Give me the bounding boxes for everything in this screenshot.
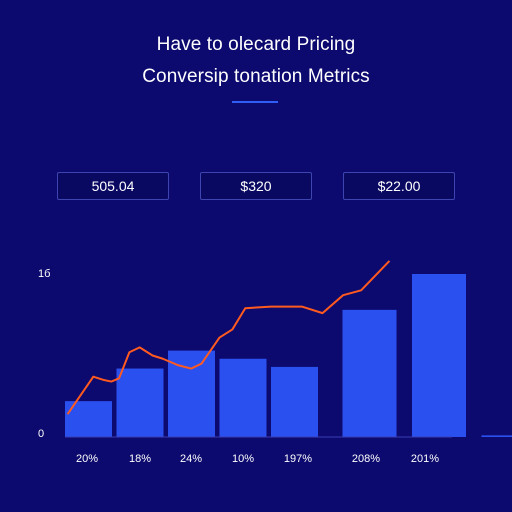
trend-line [66, 260, 391, 415]
bar-5 [271, 366, 318, 437]
x-tick-label-4: 10% [232, 453, 254, 465]
x-tick-label-7: 201% [411, 453, 439, 465]
metric-card-3: $22.00 [343, 172, 455, 200]
bar-4 [219, 358, 267, 437]
bar-2 [116, 368, 164, 437]
title-accent-rule [232, 101, 278, 103]
bars-layer [65, 274, 512, 437]
x-tick-label-1: 20% [76, 453, 98, 465]
bar-6 [342, 309, 397, 437]
x-tick-label-5: 197% [284, 453, 312, 465]
bar-8 [481, 435, 512, 437]
chart-title-line-2: Conversip tonation Metrics [142, 66, 370, 87]
x-tick-label-2: 18% [129, 453, 151, 465]
metric-card-1: 505.04 [57, 172, 169, 200]
y-tick-label-1: 1б [38, 268, 50, 280]
line-layer [66, 260, 391, 415]
x-tick-label-6: 208% [352, 453, 380, 465]
y-tick-label-2: 0 [38, 428, 44, 440]
chart-title-line-1: Have to olecard Pricing [156, 34, 356, 55]
metric-card-2: $320 [200, 172, 312, 200]
tick-labels: 1б 0 20% 18% 24% 10% 197% 208% 201% [38, 268, 439, 465]
x-tick-label-3: 24% [180, 453, 202, 465]
bar-7 [412, 274, 466, 437]
